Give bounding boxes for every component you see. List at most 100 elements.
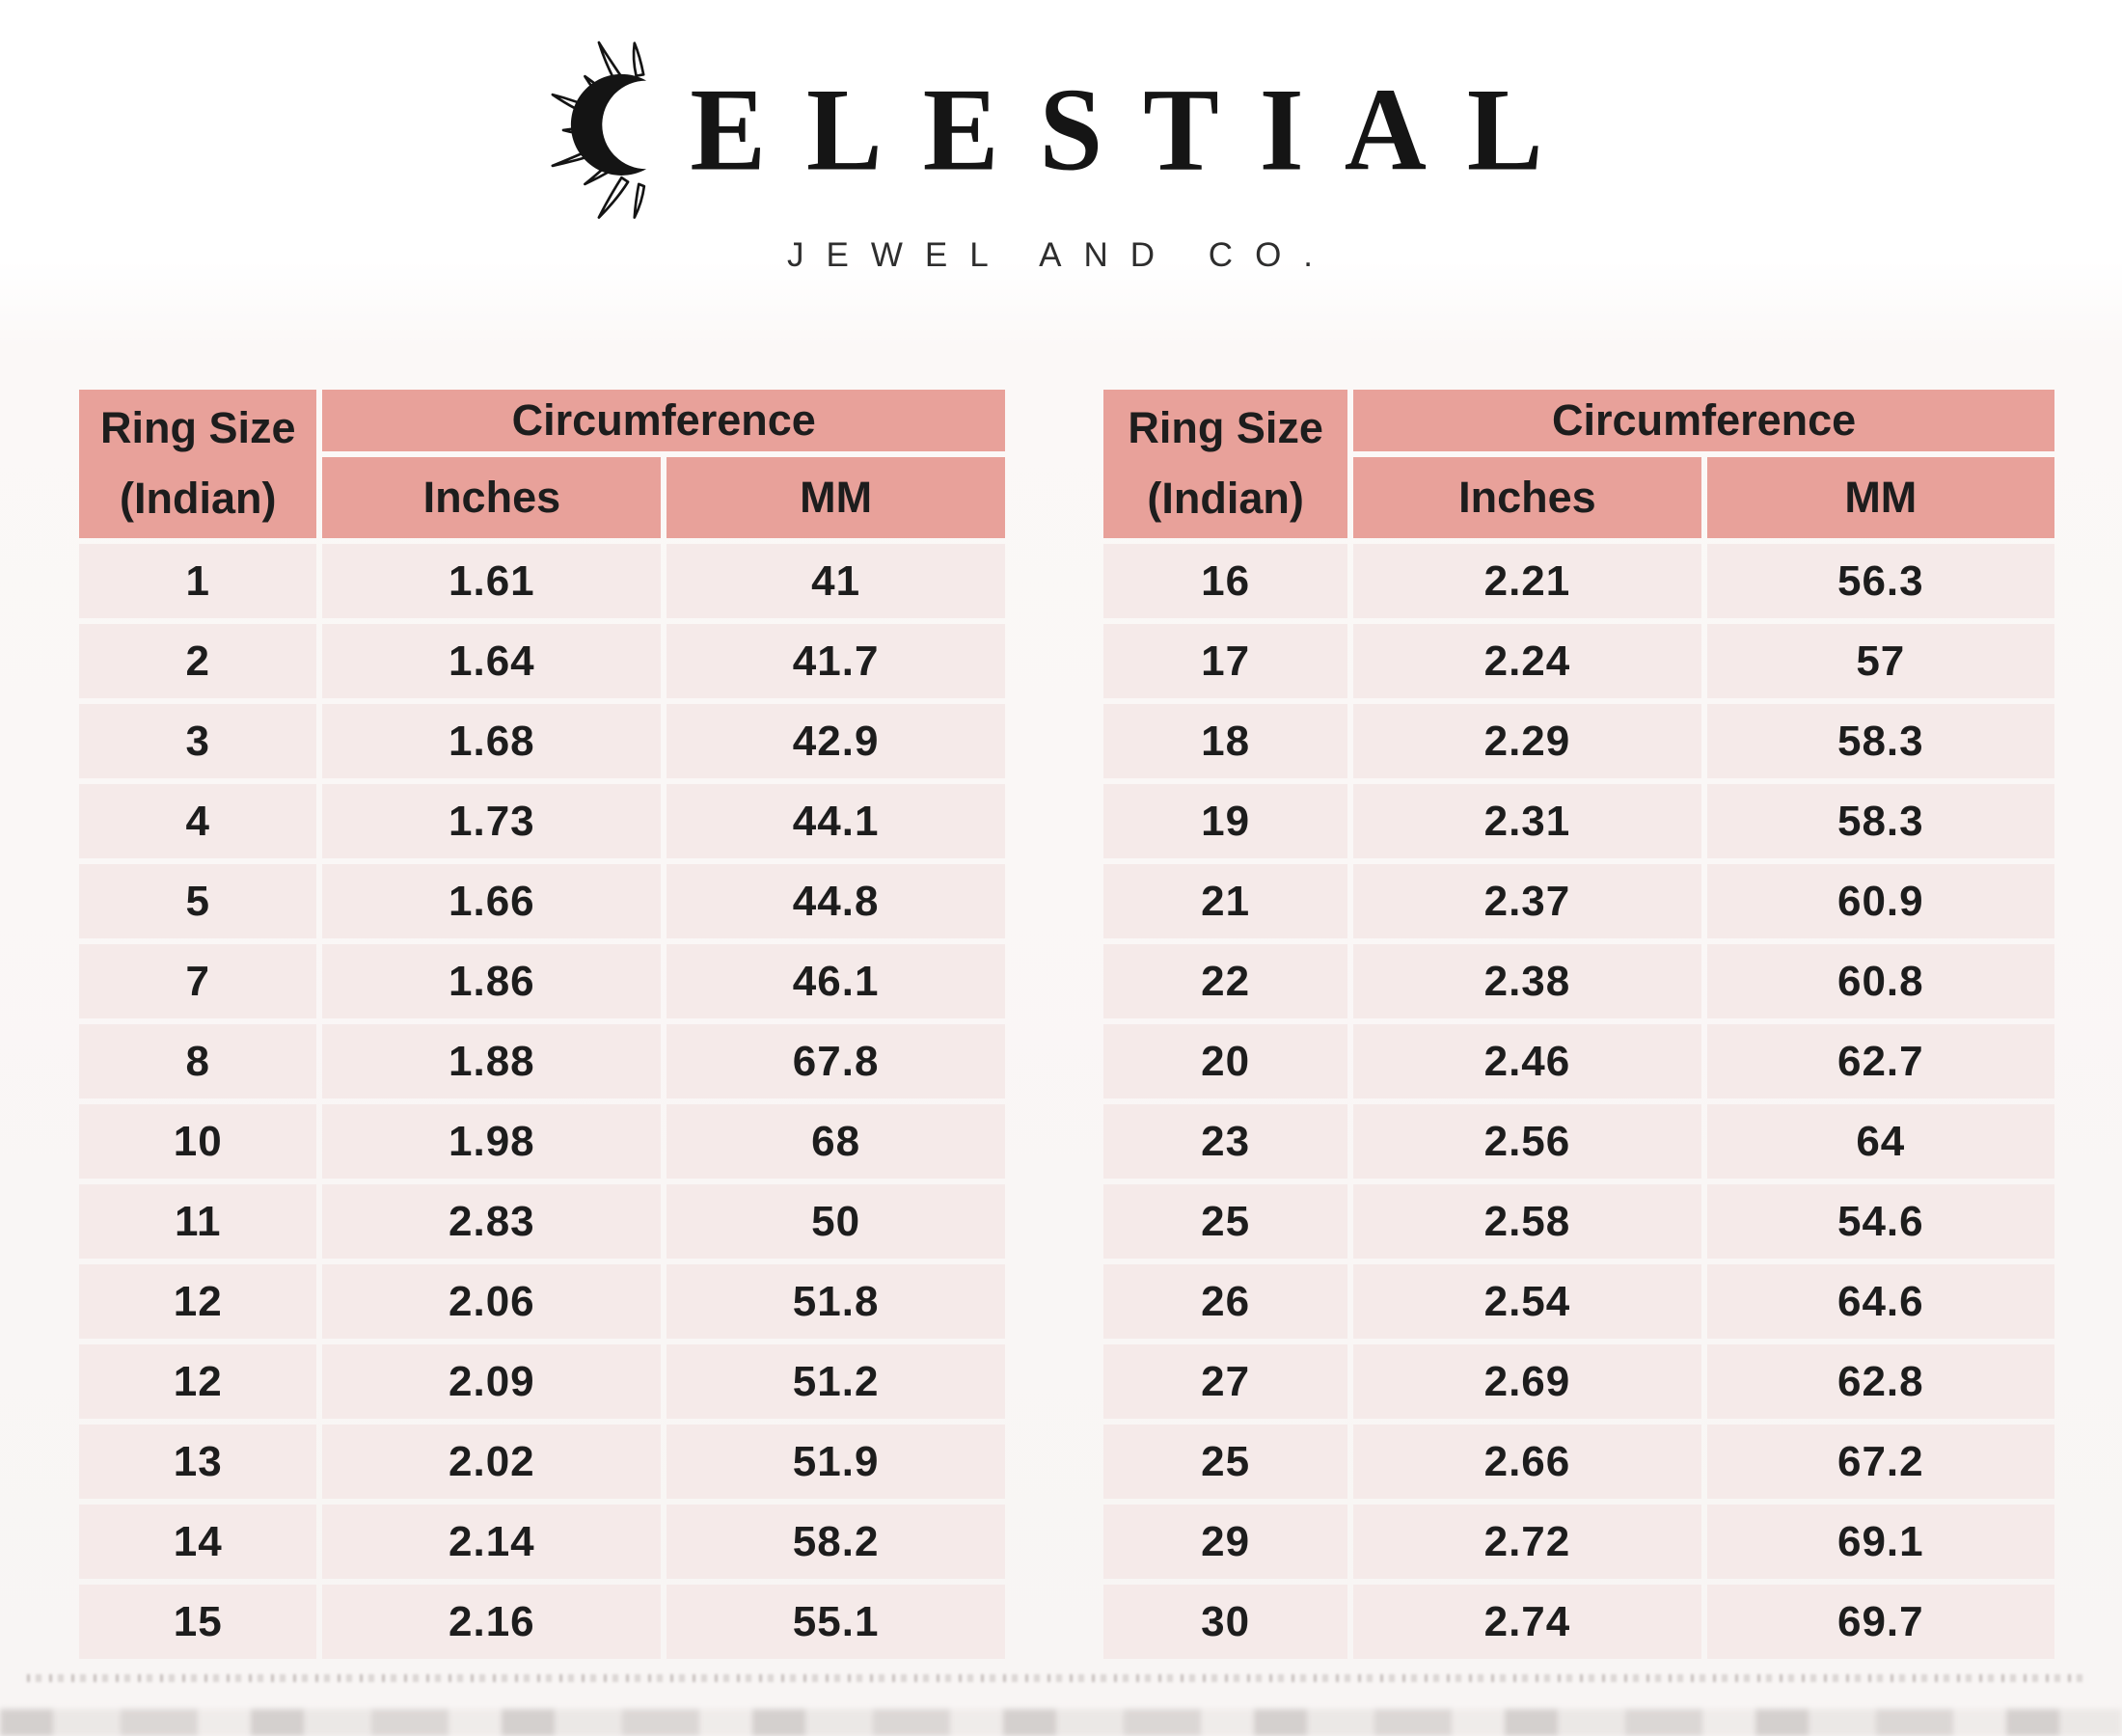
- header-row-group: Ring Size (Indian) Circumference: [1103, 390, 2054, 538]
- inches-cell: 2.72: [1353, 1505, 1701, 1579]
- ring-size-cell: 13: [79, 1424, 317, 1499]
- table-row: 29 2.72 69.1: [1103, 1505, 2054, 1579]
- inches-cell: 2.58: [1353, 1184, 1701, 1259]
- mm-cell: 67.8: [667, 1024, 1005, 1099]
- ring-size-header-line1: Ring Size: [1128, 403, 1323, 453]
- inches-cell: 1.86: [322, 944, 662, 1018]
- ring-size-cell: 2: [79, 624, 317, 698]
- table-row: 26 2.54 64.6: [1103, 1264, 2054, 1339]
- ring-size-cell: 17: [1103, 624, 1348, 698]
- table-row: 20 2.46 62.7: [1103, 1024, 2054, 1099]
- ring-size-cell: 12: [79, 1264, 317, 1339]
- inches-cell: 2.02: [322, 1424, 662, 1499]
- inches-cell: 1.98: [322, 1104, 662, 1179]
- ring-size-cell: 4: [79, 784, 317, 858]
- mm-cell: 51.9: [667, 1424, 1005, 1499]
- table-row: 12 2.06 51.8: [79, 1264, 1005, 1339]
- ring-size-cell: 22: [1103, 944, 1348, 1018]
- inches-cell: 1.64: [322, 624, 662, 698]
- ring-size-cell: 29: [1103, 1505, 1348, 1579]
- sun-crescent-icon: [551, 41, 647, 219]
- inches-cell: 2.66: [1353, 1424, 1701, 1499]
- circumference-header: Circumference: [1353, 390, 2054, 451]
- inches-cell: 2.83: [322, 1184, 662, 1259]
- brand-logo: ELESTIAL: [0, 39, 2122, 222]
- inches-cell: 2.29: [1353, 704, 1701, 778]
- ring-size-cell: 19: [1103, 784, 1348, 858]
- inches-cell: 2.54: [1353, 1264, 1701, 1339]
- mm-cell: 58.2: [667, 1505, 1005, 1579]
- ring-size-cell: 23: [1103, 1104, 1348, 1179]
- ring-size-cell: 3: [79, 704, 317, 778]
- inches-cell: 1.88: [322, 1024, 662, 1099]
- mm-cell: 60.9: [1706, 864, 2054, 938]
- table-row: 12 2.09 51.2: [79, 1344, 1005, 1419]
- table-row: 4 1.73 44.1: [79, 784, 1005, 858]
- inches-cell: 2.69: [1353, 1344, 1701, 1419]
- ring-size-header-line2: (Indian): [1147, 474, 1304, 523]
- mm-cell: 51.2: [667, 1344, 1005, 1419]
- table-row: 30 2.74 69.7: [1103, 1585, 2054, 1659]
- ring-size-cell: 26: [1103, 1264, 1348, 1339]
- mm-cell: 58.3: [1706, 704, 2054, 778]
- table-row: 16 2.21 56.3: [1103, 544, 2054, 618]
- table-row: 2 1.64 41.7: [79, 624, 1005, 698]
- table-row: 11 2.83 50: [79, 1184, 1005, 1259]
- inches-header: Inches: [1353, 457, 1701, 538]
- mm-cell: 44.1: [667, 784, 1005, 858]
- table-row: 25 2.66 67.2: [1103, 1424, 2054, 1499]
- ring-size-cell: 30: [1103, 1585, 1348, 1659]
- brand-tagline: JEWEL AND CO.: [786, 236, 1336, 274]
- table-row: 13 2.02 51.9: [79, 1424, 1005, 1499]
- mm-cell: 69.1: [1706, 1505, 2054, 1579]
- inches-cell: 2.06: [322, 1264, 662, 1339]
- ring-size-cell: 10: [79, 1104, 317, 1179]
- inches-cell: 2.46: [1353, 1024, 1701, 1099]
- ring-size-cell: 12: [79, 1344, 317, 1419]
- ring-size-cell: 5: [79, 864, 317, 938]
- ring-size-table: Ring Size (Indian) Circumference Inches …: [1098, 384, 2060, 1665]
- inches-cell: 2.38: [1353, 944, 1701, 1018]
- ring-size-cell: 16: [1103, 544, 1348, 618]
- mm-cell: 62.7: [1706, 1024, 2054, 1099]
- inches-cell: 2.37: [1353, 864, 1701, 938]
- mm-header: MM: [1706, 457, 2054, 538]
- size-chart-left: Ring Size (Indian) Circumference Inches …: [73, 384, 1011, 1665]
- inches-cell: 2.74: [1353, 1585, 1701, 1659]
- ring-size-cell: 21: [1103, 864, 1348, 938]
- header-row-sub: Inches MM: [1103, 457, 2054, 538]
- ring-size-cell: 1: [79, 544, 317, 618]
- ring-size-cell: 14: [79, 1505, 317, 1579]
- ring-size-header: Ring Size (Indian): [1103, 390, 1348, 538]
- table-row: 15 2.16 55.1: [79, 1585, 1005, 1659]
- mm-cell: 64: [1706, 1104, 2054, 1179]
- inches-cell: 2.16: [322, 1585, 662, 1659]
- table-row: 8 1.88 67.8: [79, 1024, 1005, 1099]
- mm-cell: 54.6: [1706, 1184, 2054, 1259]
- mm-cell: 69.7: [1706, 1585, 2054, 1659]
- table-row: 10 1.98 68: [79, 1104, 1005, 1179]
- mm-cell: 51.8: [667, 1264, 1005, 1339]
- table-body: 1 1.61 41 2 1.64 41.7 3 1.68 42.9 4 1.73 44.1 5 1.66 4…: [79, 544, 1005, 1659]
- table-row: 3 1.68 42.9: [79, 704, 1005, 778]
- mm-cell: 68: [667, 1104, 1005, 1179]
- mm-cell: 44.8: [667, 864, 1005, 938]
- bottom-noise-band: [0, 1709, 2122, 1736]
- mm-cell: 46.1: [667, 944, 1005, 1018]
- ring-size-cell: 18: [1103, 704, 1348, 778]
- ring-size-cell: 27: [1103, 1344, 1348, 1419]
- mm-cell: 50: [667, 1184, 1005, 1259]
- mm-header: MM: [667, 457, 1005, 538]
- table-row: 7 1.86 46.1: [79, 944, 1005, 1018]
- table-row: 22 2.38 60.8: [1103, 944, 2054, 1018]
- inches-cell: 2.31: [1353, 784, 1701, 858]
- mm-cell: 64.6: [1706, 1264, 2054, 1339]
- inches-header: Inches: [322, 457, 662, 538]
- header-row-sub: Inches MM: [79, 457, 1005, 538]
- ring-size-cell: 25: [1103, 1424, 1348, 1499]
- table-row: 1 1.61 41: [79, 544, 1005, 618]
- ring-size-cell: 7: [79, 944, 317, 1018]
- inches-cell: 1.61: [322, 544, 662, 618]
- table-row: 23 2.56 64: [1103, 1104, 2054, 1179]
- size-chart-right: Ring Size (Indian) Circumference Inches …: [1098, 384, 2060, 1665]
